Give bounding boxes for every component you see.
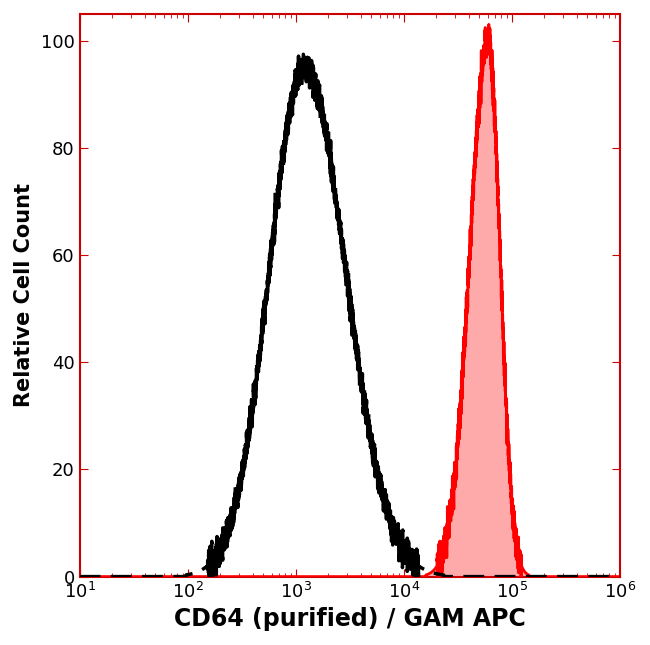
- Y-axis label: Relative Cell Count: Relative Cell Count: [14, 183, 34, 407]
- X-axis label: CD64 (purified) / GAM APC: CD64 (purified) / GAM APC: [174, 607, 526, 631]
